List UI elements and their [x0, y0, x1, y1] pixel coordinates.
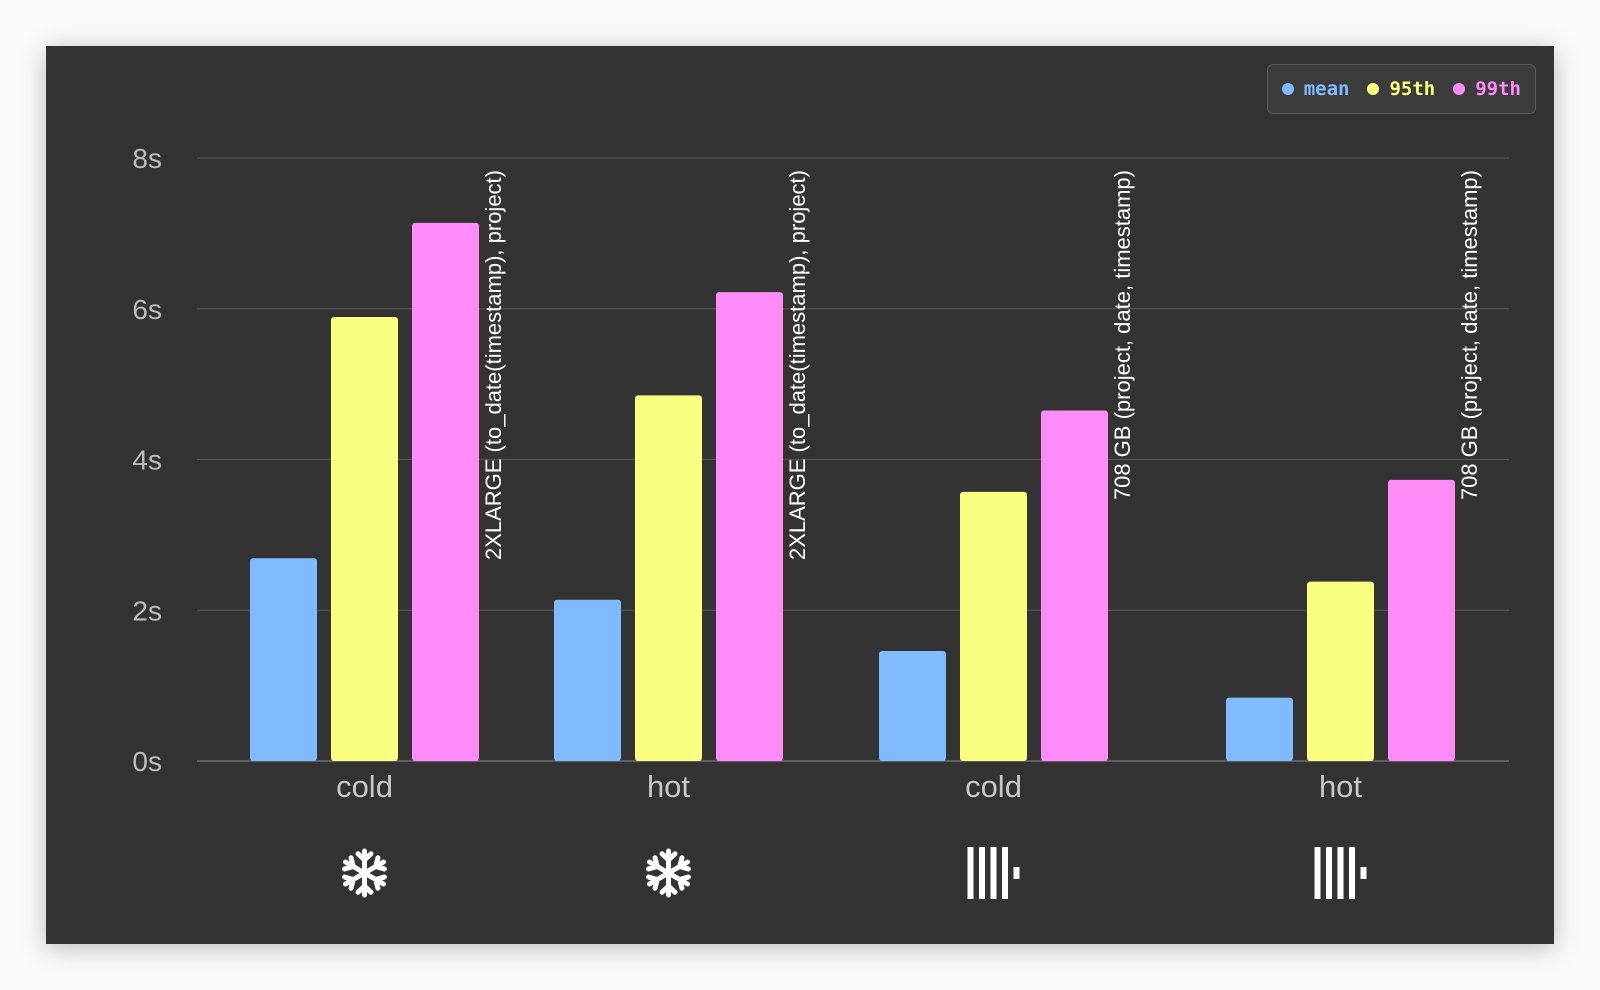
- legend-dot-95th: [1367, 83, 1380, 95]
- legend-item-99th: 99th: [1453, 78, 1521, 100]
- bar-mean: [1226, 697, 1293, 761]
- bar-99th: [1388, 479, 1455, 761]
- y-tick-label: 4s: [132, 445, 162, 476]
- y-tick-label: 6s: [132, 294, 162, 325]
- legend-item-95th: 95th: [1367, 78, 1435, 100]
- legend-label-mean: mean: [1303, 78, 1350, 100]
- legend-label-95th: 95th: [1389, 78, 1436, 100]
- y-tick-label: 0s: [132, 746, 162, 777]
- x-category-label: hot: [1319, 769, 1362, 804]
- bar-mean: [554, 599, 621, 761]
- bar-99th: [412, 222, 479, 761]
- bar-95th: [635, 395, 702, 761]
- snowflake-icon: [646, 848, 691, 898]
- bar-chart: 0s 2s 4s 6s 8s cold 2XLARGE (to_date(timestamp…: [132, 143, 1509, 899]
- legend-item-mean: mean: [1281, 78, 1350, 100]
- snowflake-icon: [342, 848, 387, 898]
- x-category-label: cold: [965, 769, 1022, 804]
- y-tick-label: 8s: [132, 143, 162, 174]
- bar-95th: [1307, 581, 1374, 761]
- legend-label-99th: 99th: [1475, 78, 1521, 100]
- bar-mean: [879, 650, 946, 761]
- chart-card: 0s 2s 4s 6s 8s cold 2XLARGE (to_date(timestamp…: [46, 46, 1554, 944]
- group-annotation: 708 GB (project, date, timestamp): [1457, 170, 1482, 500]
- bar-95th: [960, 491, 1027, 761]
- y-tick-label: 2s: [132, 595, 162, 626]
- bar-mean: [250, 558, 317, 761]
- legend-dot-99th: [1453, 83, 1466, 95]
- x-category-label: cold: [336, 769, 393, 804]
- clickhouse-icon: [967, 847, 1020, 899]
- x-category-label: hot: [647, 769, 690, 804]
- bar-99th: [716, 292, 783, 761]
- group-annotation: 2XLARGE (to_date(timestamp), project): [481, 170, 506, 560]
- legend: mean 95th 99th: [1266, 64, 1536, 114]
- bar-99th: [1041, 410, 1108, 761]
- group-annotation: 708 GB (project, date, timestamp): [1110, 170, 1135, 500]
- clickhouse-icon: [1314, 847, 1367, 899]
- group-annotation: 2XLARGE (to_date(timestamp), project): [785, 170, 810, 560]
- legend-dot-mean: [1281, 83, 1294, 95]
- bar-95th: [331, 317, 398, 761]
